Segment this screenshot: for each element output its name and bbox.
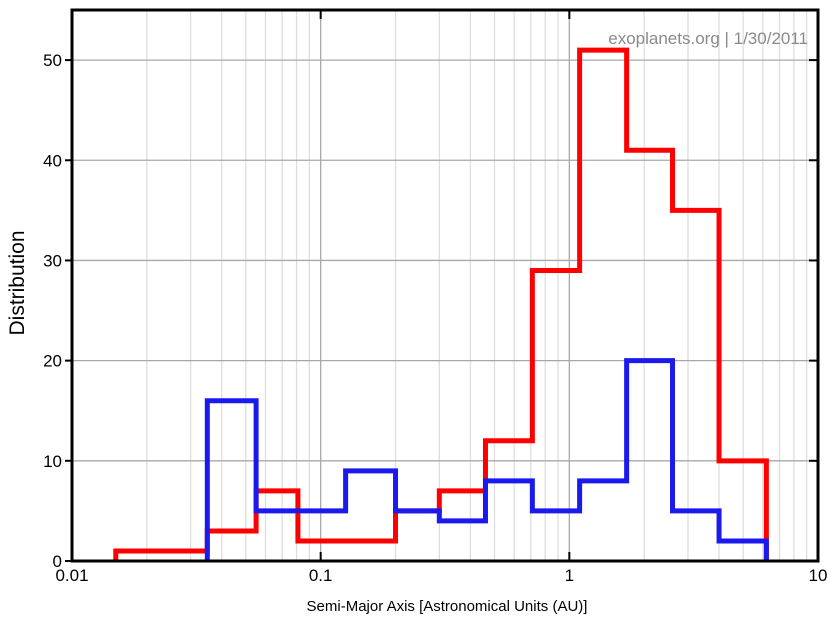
y-tick-label: 50 <box>43 51 62 70</box>
watermark-text: exoplanets.org | 1/30/2011 <box>608 29 808 48</box>
y-tick-label: 30 <box>43 251 62 270</box>
plot-border <box>70 8 820 563</box>
x-tick-label: 0.01 <box>55 566 88 585</box>
y-axis-title: Distribution <box>6 230 29 335</box>
red-distribution-line <box>113 47 769 561</box>
tick-label-layer: 0 10 20 30 40 50 0.01 0.1 1 10 <box>43 51 827 585</box>
tick-layer <box>65 10 819 562</box>
x-axis-title: Semi-Major Axis [Astronomical Units (AU)… <box>307 598 588 615</box>
series-layer <box>113 47 769 561</box>
x-tick-label: 10 <box>809 566 828 585</box>
y-tick-label: 10 <box>43 452 62 471</box>
y-tick-label: 20 <box>43 352 62 371</box>
y-tick-label: 0 <box>53 552 62 571</box>
blue-distribution-line <box>204 358 769 561</box>
y-tick-label: 40 <box>43 151 62 170</box>
x-tick-label: 1 <box>565 566 574 585</box>
x-tick-label: 0.1 <box>309 566 333 585</box>
